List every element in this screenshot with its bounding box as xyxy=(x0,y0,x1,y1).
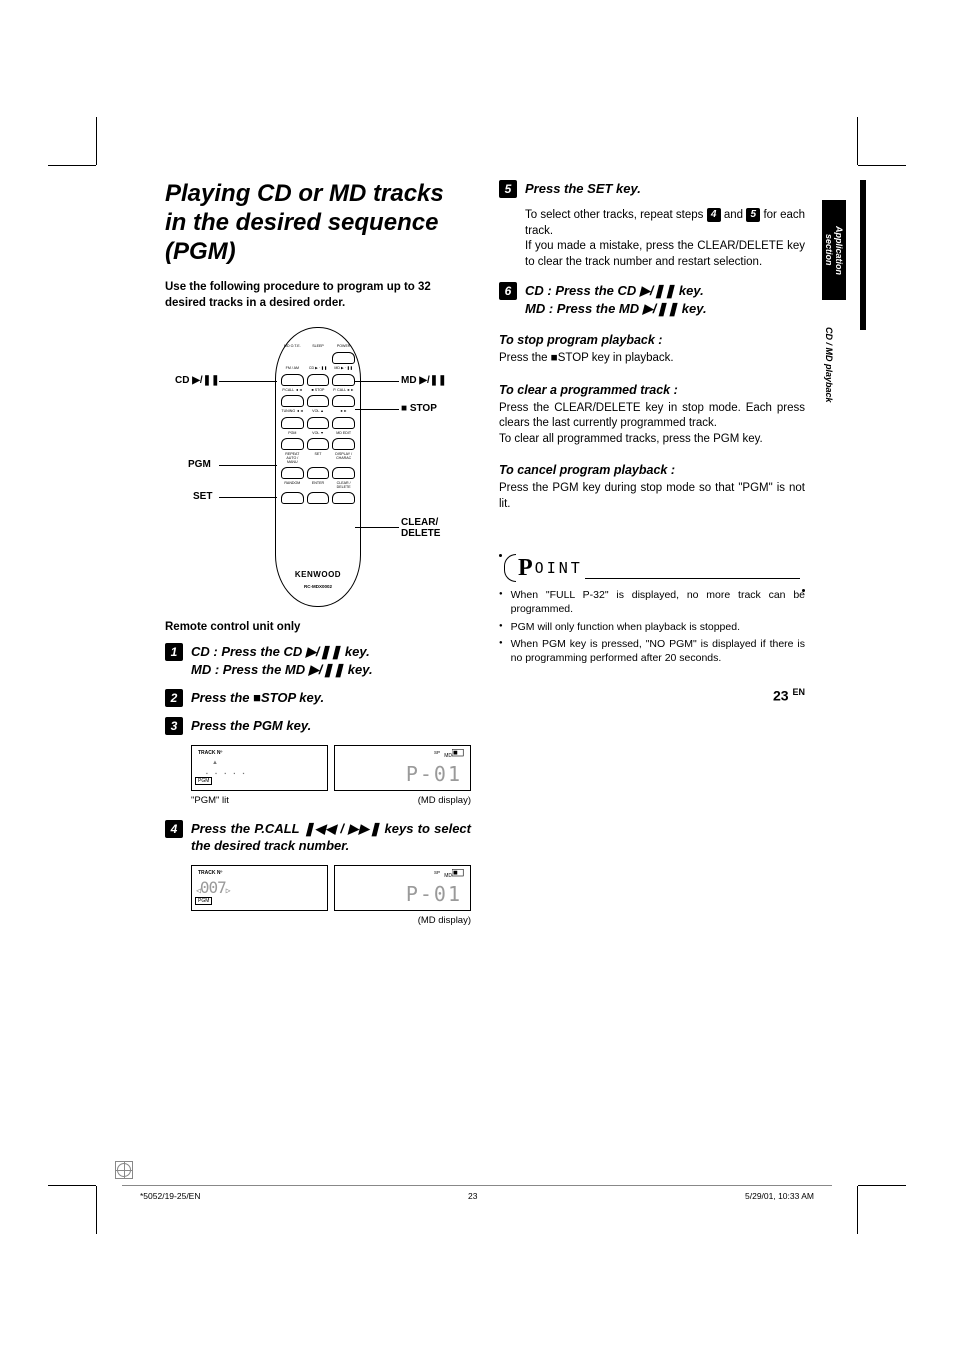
crop-mark xyxy=(858,165,906,166)
step-3-text: Press the PGM key. xyxy=(191,717,471,735)
crop-mark xyxy=(858,1185,906,1186)
brand-logo: KENWOOD xyxy=(243,570,393,579)
stop-body: Press the ■STOP key in playback. xyxy=(499,351,805,367)
display-step3: TRACK Nº ▲ ▪ ▪ ▪ ▪ ▪ PGM SP MD P-01 xyxy=(191,745,471,791)
display-step3-captions: "PGM" lit (MD display) xyxy=(191,795,471,806)
footer-rule xyxy=(122,1185,832,1186)
point-item: PGM will only function when playback is … xyxy=(499,620,805,634)
point-item: When "FULL P-32" is displayed, no more t… xyxy=(499,588,805,616)
step-1: 1 CD : Press the CD ▶/❚❚ key. MD : Press… xyxy=(165,643,471,678)
registration-mark-icon xyxy=(115,1161,133,1179)
step-6a-text: CD : Press the CD ▶/❚❚ key. xyxy=(525,283,704,298)
step-number-icon: 3 xyxy=(165,717,183,735)
step-number-icon: 2 xyxy=(165,689,183,707)
step-3: 3 Press the PGM key. xyxy=(165,717,471,735)
display-step4: TRACK Nº PGM ◁007▷ SP MD P-01 xyxy=(191,865,471,911)
step-1b-text: MD : Press the MD ▶/❚❚ key. xyxy=(191,662,373,677)
page-title: Playing CD or MD tracks in the desired s… xyxy=(165,180,471,266)
step-5-body: To select other tracks, repeat steps 4 a… xyxy=(525,208,805,270)
step-4-text: Press the P.CALL ❚◀◀ / ▶▶❚ keys to selec… xyxy=(191,820,471,855)
point-label: OINT xyxy=(535,559,583,577)
crop-mark xyxy=(96,117,97,165)
step-number-icon: 4 xyxy=(165,820,183,838)
footer-timestamp: 5/29/01, 10:33 AM xyxy=(745,1191,814,1201)
footer: *5052/19-25/EN 23 5/29/01, 10:33 AM xyxy=(140,1191,814,1201)
step-4: 4 Press the P.CALL ❚◀◀ / ▶▶❚ keys to sel… xyxy=(165,820,471,855)
step-number-icon: 6 xyxy=(499,282,517,300)
step-number-icon: 5 xyxy=(499,180,517,198)
crop-mark xyxy=(48,165,96,166)
sidebar-accent-bar xyxy=(860,180,866,330)
sidebar-section: Application section xyxy=(822,200,846,300)
step-1a-text: CD : Press the CD ▶/❚❚ key. xyxy=(191,644,370,659)
step-ref-5-icon: 5 xyxy=(746,208,760,222)
step-6: 6 CD : Press the CD ▶/❚❚ key. MD : Press… xyxy=(499,282,805,317)
callout-md: MD ▶/❚❚ xyxy=(401,375,447,386)
callout-clear: CLEAR/ DELETE xyxy=(401,517,440,539)
crop-mark xyxy=(96,1186,97,1234)
crop-mark xyxy=(857,1186,858,1234)
stop-title: To stop program playback : xyxy=(499,333,805,347)
step-5-text: Press the SET key. xyxy=(525,180,805,198)
clear-body: Press the CLEAR/DELETE key in stop mode.… xyxy=(499,401,805,448)
step-2: 2 Press the ■STOP key. xyxy=(165,689,471,707)
page-number: 23 EN xyxy=(499,687,805,704)
crop-mark xyxy=(857,117,858,165)
step-2-text: Press the ■STOP key. xyxy=(191,689,471,707)
step-ref-4-icon: 4 xyxy=(707,208,721,222)
step-6b-text: MD : Press the MD ▶/❚❚ key. xyxy=(525,301,707,316)
remote-illustration: MD O.T.E.SLEEPPOWER FM / AMCD ▶ · ❚❚MD ▶… xyxy=(165,327,471,607)
clear-title: To clear a programmed track : xyxy=(499,383,805,397)
remote-note: Remote control unit only xyxy=(165,621,471,633)
footer-filename: *5052/19-25/EN xyxy=(140,1191,201,1201)
step-5: 5 Press the SET key. xyxy=(499,180,805,198)
footer-page: 23 xyxy=(468,1191,477,1201)
crop-mark xyxy=(48,1185,96,1186)
model-number: RC-MDX0002 xyxy=(243,584,393,589)
point-box: P OINT When "FULL P-32" is displayed, no… xyxy=(499,554,805,665)
point-p-icon: P xyxy=(518,556,533,580)
step-number-icon: 1 xyxy=(165,643,183,661)
sidebar-tabs: Application section CD / MD playback xyxy=(822,200,858,430)
intro-text: Use the following procedure to program u… xyxy=(165,280,471,311)
callout-stop: ■ STOP xyxy=(401,403,437,414)
callout-set: SET xyxy=(193,491,212,502)
sidebar-chapter: CD / MD playback xyxy=(822,300,836,430)
display-step4-captions: (MD display) xyxy=(191,915,471,926)
cancel-body: Press the PGM key during stop mode so th… xyxy=(499,481,805,512)
callout-pgm: PGM xyxy=(188,459,211,470)
point-item: When PGM key is pressed, "NO PGM" is dis… xyxy=(499,637,805,665)
cancel-title: To cancel program playback : xyxy=(499,463,805,477)
callout-cd: CD ▶/❚❚ xyxy=(175,375,219,386)
